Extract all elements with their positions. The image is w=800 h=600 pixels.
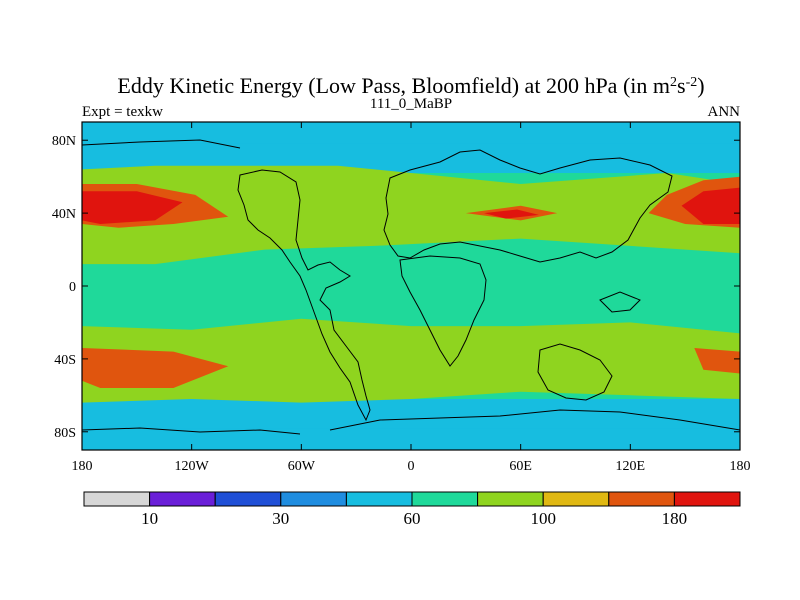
- chart-title: Eddy Kinetic Energy (Low Pass, Bloomfiel…: [117, 73, 704, 98]
- field-region: [484, 209, 539, 219]
- colorbar-swatch: [214, 491, 282, 507]
- coastline-overlay: [82, 139, 740, 435]
- x-tick-label: 180: [72, 459, 93, 474]
- colorbar-swatch: [477, 491, 544, 507]
- field-region: [694, 348, 740, 374]
- x-tick-label: 120W: [175, 459, 210, 474]
- x-axis: 180 120W 60W 0 60E 120E 180: [72, 122, 751, 474]
- colorbar-label: 10: [141, 509, 158, 528]
- field-region: [82, 348, 229, 388]
- colorbar-swatch: [149, 491, 216, 507]
- contour-field: [82, 122, 740, 450]
- x-tick-label: 180: [730, 459, 751, 474]
- y-tick-label: 40S: [54, 353, 76, 368]
- colorbar-label: 30: [272, 509, 289, 528]
- colorbar-label: 180: [662, 509, 688, 528]
- colorbar-swatch: [345, 491, 413, 507]
- title-close: ): [697, 73, 704, 98]
- x-tick-label: 60W: [288, 459, 316, 474]
- y-tick-label: 0: [69, 280, 76, 295]
- field-region: [681, 187, 740, 224]
- y-tick-label: 80S: [54, 426, 76, 441]
- colorbar: 10 30 60 100 180: [83, 491, 741, 528]
- x-tick-label: 0: [408, 459, 415, 474]
- y-axis: 80N 40N 0 40S 80S: [52, 134, 740, 441]
- colorbar-swatch: [280, 491, 347, 507]
- title-sup-1: 2: [670, 75, 677, 90]
- center-label: 111_0_MaBP: [370, 96, 452, 112]
- colorbar-swatch: [83, 491, 151, 507]
- title-sup-2: -2: [686, 75, 698, 90]
- colorbar-swatch: [411, 491, 479, 507]
- field-region: [82, 191, 183, 224]
- colorbar-label: 60: [404, 509, 421, 528]
- y-tick-label: 80N: [52, 134, 76, 149]
- colorbar-swatch: [673, 491, 741, 507]
- field-region: [82, 165, 740, 265]
- field-region: [82, 318, 740, 403]
- left-label: Expt = texkw: [82, 104, 163, 120]
- x-tick-label: 120E: [616, 459, 646, 474]
- colorbar-swatch: [542, 491, 610, 507]
- colorbar-label: 100: [530, 509, 556, 528]
- title-unit-s: s: [677, 73, 686, 98]
- x-tick-label: 60E: [509, 459, 532, 474]
- right-label: ANN: [708, 104, 741, 120]
- colorbar-swatch: [608, 491, 675, 507]
- y-tick-label: 40N: [52, 207, 76, 222]
- title-main: Eddy Kinetic Energy (Low Pass, Bloomfiel…: [117, 73, 670, 98]
